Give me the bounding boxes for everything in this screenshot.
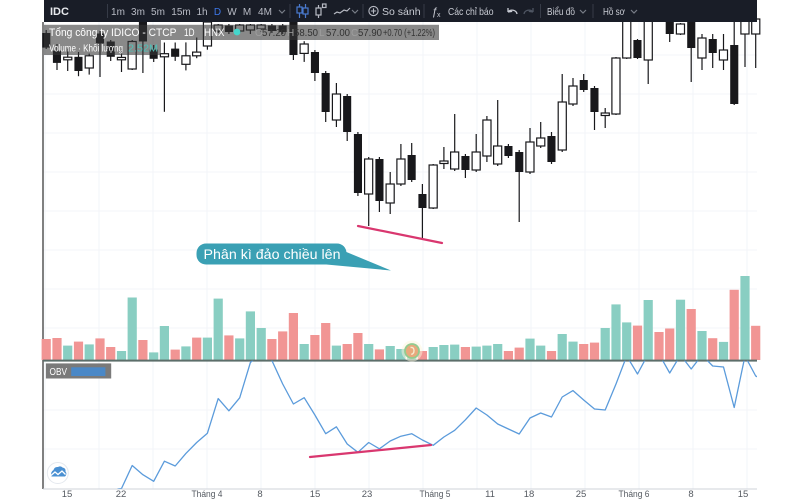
svg-text:ƒ: ƒ: [432, 6, 438, 18]
svg-text:15m: 15m: [171, 7, 190, 18]
svg-text:D: D: [214, 7, 221, 18]
svg-text:4M: 4M: [258, 7, 272, 18]
svg-text:1h: 1h: [196, 7, 207, 18]
svg-text:11: 11: [485, 489, 495, 500]
svg-text:3m: 3m: [131, 7, 145, 18]
svg-text:22: 22: [116, 489, 127, 500]
svg-text:57.00: 57.00: [326, 28, 350, 39]
svg-text:15: 15: [310, 489, 321, 500]
svg-text:1m: 1m: [111, 7, 125, 18]
svg-text:8: 8: [257, 489, 262, 500]
svg-text:1D: 1D: [184, 27, 195, 39]
svg-text:Các chỉ báo: Các chỉ báo: [448, 6, 494, 18]
svg-text:IDC: IDC: [50, 6, 69, 18]
svg-text:Tháng 5: Tháng 5: [420, 489, 451, 500]
svg-text:Tổng công ty IDICO - CTCP: Tổng công ty IDICO - CTCP: [49, 27, 177, 39]
svg-text:H: H: [287, 28, 294, 39]
svg-text:L: L: [319, 28, 325, 39]
svg-text:So sánh: So sánh: [382, 6, 421, 18]
svg-text:+0.70 (+1.22%): +0.70 (+1.22%): [383, 28, 435, 39]
svg-text:Phân kì đảo chiều lên: Phân kì đảo chiều lên: [204, 246, 341, 262]
svg-text:2.52M: 2.52M: [128, 44, 158, 55]
svg-text:15: 15: [738, 489, 749, 500]
svg-text:57.90: 57.90: [358, 28, 382, 39]
svg-text:23: 23: [362, 489, 373, 500]
svg-text:x: x: [437, 12, 441, 19]
svg-text:25: 25: [576, 489, 587, 500]
svg-text:18: 18: [524, 489, 535, 500]
svg-text:Volume · Khối lượng: Volume · Khối lượng: [49, 44, 123, 55]
svg-text:HNX: HNX: [204, 27, 225, 39]
svg-text:57.20: 57.20: [262, 28, 286, 39]
svg-text:Tháng 4: Tháng 4: [192, 489, 223, 500]
svg-text:OBV: OBV: [50, 366, 68, 378]
svg-text:15: 15: [62, 489, 73, 500]
svg-text:8: 8: [688, 489, 693, 500]
svg-text:Hồ sơ: Hồ sơ: [603, 6, 625, 18]
svg-text:Tháng 6: Tháng 6: [619, 489, 650, 500]
svg-text:O: O: [255, 28, 263, 39]
svg-text:W: W: [227, 7, 237, 18]
svg-text:C: C: [351, 28, 358, 39]
svg-text:5m: 5m: [151, 7, 165, 18]
svg-text:58.50: 58.50: [294, 28, 318, 39]
svg-text:Biểu đồ: Biểu đồ: [547, 6, 575, 18]
svg-text:M: M: [243, 7, 251, 18]
